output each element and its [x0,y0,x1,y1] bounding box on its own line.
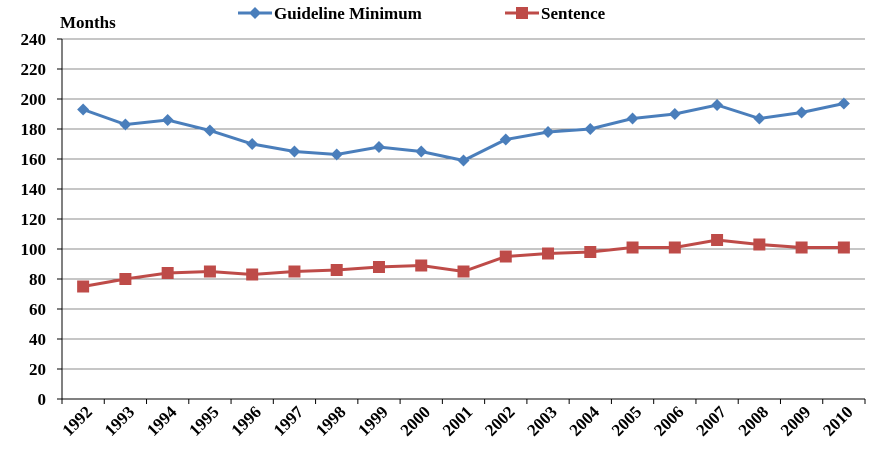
legend-marker [516,7,528,19]
x-tick-label: 1996 [228,402,265,439]
point [795,106,808,119]
point [119,118,132,131]
point [203,124,216,137]
x-tick-label: 1997 [270,402,308,440]
point [626,241,639,254]
y-axis-label: Months [60,13,116,32]
point [457,265,470,278]
point [837,97,850,110]
x-tick-label: 1995 [185,402,222,439]
point [330,264,343,276]
legend-label: Sentence [541,4,606,23]
x-tick-label: 1992 [58,402,95,439]
point [499,250,512,263]
y-tick-label: 220 [21,60,47,79]
y-tick-label: 60 [29,300,46,319]
point [77,103,90,116]
legend-marker [249,7,261,19]
y-tick-label: 240 [21,30,47,49]
point [668,241,681,254]
y-tick-label: 100 [21,240,47,259]
x-tick-label: 2003 [523,402,560,439]
x-tick-label: 1993 [101,402,138,439]
point [584,246,597,258]
point [711,99,724,111]
point [457,154,470,167]
point [161,267,174,279]
point [668,108,681,120]
point [288,145,301,158]
legend-label: Guideline Minimum [274,4,422,23]
point [330,148,343,161]
point [837,241,850,254]
point [161,114,174,126]
point [77,280,90,293]
point [415,259,428,272]
point [415,145,428,158]
x-tick-label: 2010 [819,402,856,439]
x-tick-label: 2008 [735,402,772,439]
point [499,133,512,146]
point [542,126,555,138]
y-tick-label: 180 [21,120,47,139]
x-tick-label: 2001 [439,402,476,439]
y-tick-label: 0 [38,390,47,409]
series-line [82,102,845,163]
x-tick-label: 2007 [692,402,730,440]
point [119,273,132,285]
point [626,112,639,125]
x-tick-label: 1998 [312,402,349,439]
point [372,141,385,153]
y-tick-label: 140 [21,180,47,199]
point [753,112,766,125]
y-tick-label: 80 [29,270,46,289]
point [795,241,808,254]
point [372,261,385,273]
y-tick-label: 160 [21,150,47,169]
point [584,123,597,135]
point [246,268,259,281]
point [246,138,259,150]
x-tick-label: 2002 [481,402,518,439]
point [753,238,766,251]
point [542,247,555,260]
point [288,265,301,278]
x-tick-label: 2006 [650,402,687,439]
x-tick-label: 1999 [354,402,391,439]
x-tick-label: 2000 [397,402,434,439]
x-tick-label: 2004 [566,402,604,440]
x-tick-label: 1994 [143,402,181,440]
series-line [82,238,844,288]
x-tick-label: 2009 [777,402,814,439]
point [203,265,216,278]
y-tick-label: 200 [21,90,47,109]
x-tick-label: 2005 [608,402,645,439]
y-tick-label: 40 [29,330,46,349]
y-tick-label: 20 [29,360,46,379]
y-tick-label: 120 [21,210,47,229]
point [711,234,724,246]
